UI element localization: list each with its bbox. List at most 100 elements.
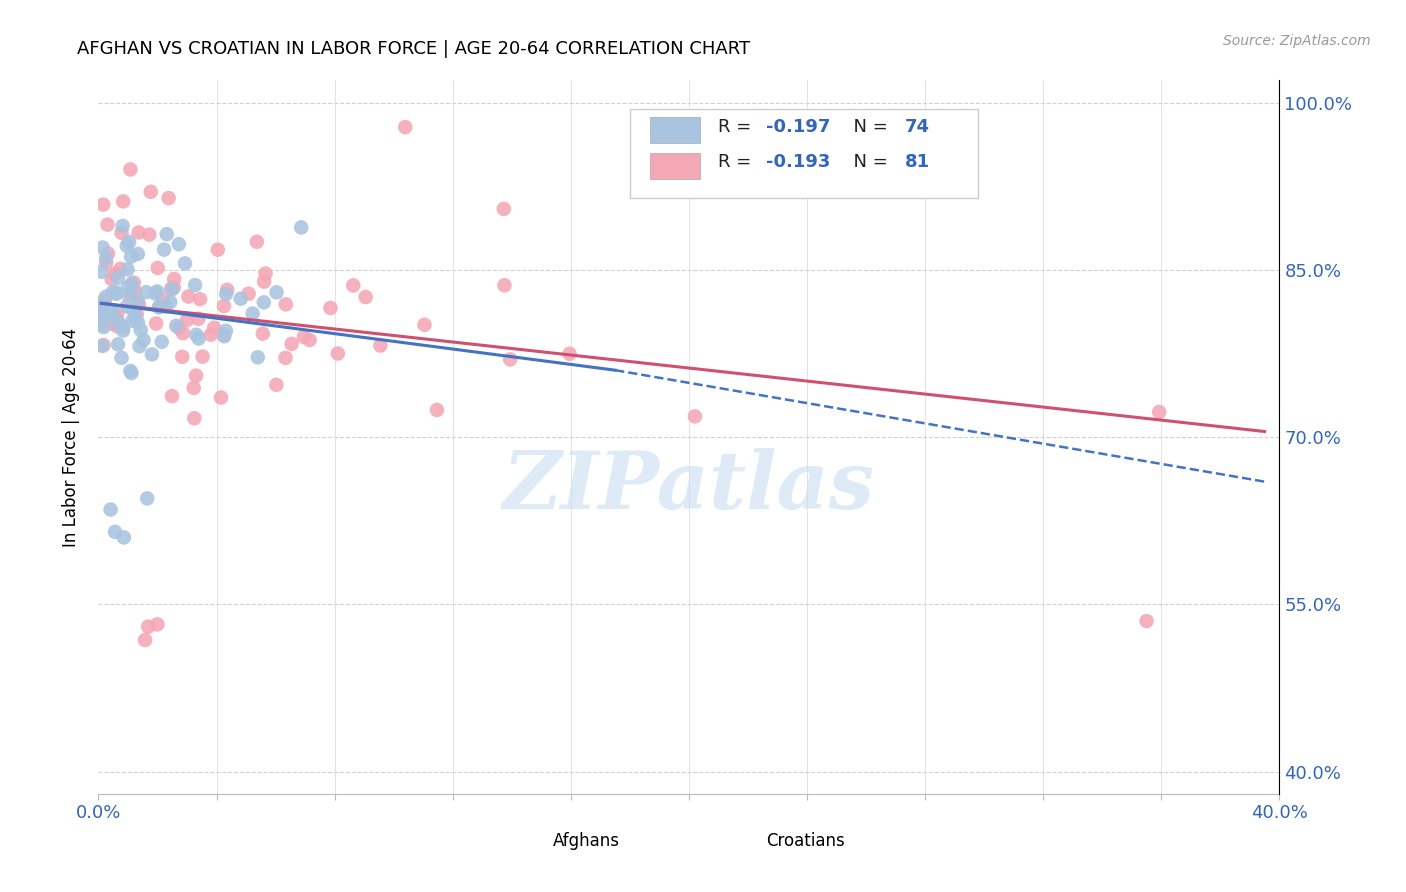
Point	[121, 366, 143, 380]
Point	[128, 339, 150, 353]
Point	[176, 313, 198, 327]
Point	[150, 334, 173, 349]
Point	[186, 327, 208, 342]
Point	[107, 305, 129, 319]
Point	[163, 272, 186, 286]
Point	[105, 319, 128, 334]
Point	[100, 305, 122, 319]
Point	[94, 251, 117, 265]
Point	[120, 162, 142, 177]
Point	[160, 389, 183, 403]
Point	[253, 275, 276, 289]
Point	[107, 316, 129, 330]
Point	[100, 502, 122, 516]
Point	[148, 301, 170, 315]
Point	[124, 284, 146, 298]
Point	[111, 219, 134, 233]
Point	[112, 194, 135, 209]
Point	[110, 226, 132, 240]
Point	[107, 337, 129, 351]
Point	[105, 286, 128, 301]
Point	[94, 290, 117, 304]
Point	[183, 381, 205, 395]
Point	[212, 299, 235, 313]
Text: AFGHAN VS CROATIAN IN LABOR FORCE | AGE 20-64 CORRELATION CHART: AFGHAN VS CROATIAN IN LABOR FORCE | AGE …	[77, 40, 751, 58]
Point	[683, 409, 706, 424]
Point	[122, 276, 145, 290]
Point	[152, 293, 174, 307]
Point	[145, 317, 167, 331]
Point	[184, 278, 207, 293]
Text: 74: 74	[905, 118, 931, 136]
Point	[132, 333, 155, 347]
Point	[112, 530, 135, 544]
Point	[129, 323, 152, 337]
Point	[127, 247, 149, 261]
Point	[155, 300, 177, 314]
Point	[1135, 614, 1157, 628]
Text: 81: 81	[905, 153, 931, 171]
Point	[494, 278, 516, 293]
Point	[298, 333, 321, 347]
Point	[160, 282, 183, 296]
Point	[141, 347, 163, 361]
Text: -0.197: -0.197	[766, 118, 830, 136]
Point	[111, 319, 134, 334]
Point	[124, 303, 146, 318]
Point	[139, 185, 162, 199]
Point	[121, 314, 143, 328]
Point	[101, 305, 124, 319]
Point	[107, 271, 129, 285]
FancyBboxPatch shape	[488, 834, 536, 856]
FancyBboxPatch shape	[650, 153, 700, 178]
Point	[105, 311, 128, 326]
Point	[117, 280, 139, 294]
Point	[163, 280, 186, 294]
Text: ZIPatlas: ZIPatlas	[503, 449, 875, 525]
Point	[229, 292, 252, 306]
Point	[156, 227, 179, 241]
Point	[157, 191, 180, 205]
FancyBboxPatch shape	[650, 118, 700, 143]
Point	[90, 318, 112, 332]
Point	[120, 364, 142, 378]
Point	[253, 295, 276, 310]
Point	[246, 351, 269, 365]
Text: -0.193: -0.193	[766, 153, 830, 171]
Point	[159, 295, 181, 310]
Point	[342, 278, 364, 293]
Text: N =: N =	[842, 118, 894, 136]
Point	[112, 324, 135, 338]
Point	[146, 260, 169, 275]
Point	[104, 285, 127, 300]
FancyBboxPatch shape	[700, 834, 748, 856]
Point	[115, 238, 138, 252]
Point	[118, 235, 141, 249]
Point	[135, 285, 157, 300]
Point	[98, 308, 121, 322]
Point	[110, 261, 132, 276]
Point	[91, 298, 114, 312]
Point	[246, 235, 269, 249]
Point	[93, 320, 115, 334]
Point	[202, 320, 225, 334]
Point	[124, 311, 146, 326]
Point	[96, 256, 118, 270]
Point	[90, 265, 112, 279]
Point	[91, 197, 114, 211]
Point	[274, 351, 297, 365]
Text: Afghans: Afghans	[553, 832, 620, 850]
Point	[183, 411, 205, 425]
Point	[138, 227, 160, 242]
Point	[1147, 405, 1170, 419]
Text: R =: R =	[718, 153, 758, 171]
Point	[136, 619, 159, 633]
Point	[127, 295, 149, 310]
Point	[165, 318, 187, 333]
Point	[167, 321, 190, 335]
Point	[146, 617, 169, 632]
Point	[326, 346, 349, 360]
Point	[238, 286, 260, 301]
Point	[290, 220, 312, 235]
Point	[499, 352, 522, 367]
